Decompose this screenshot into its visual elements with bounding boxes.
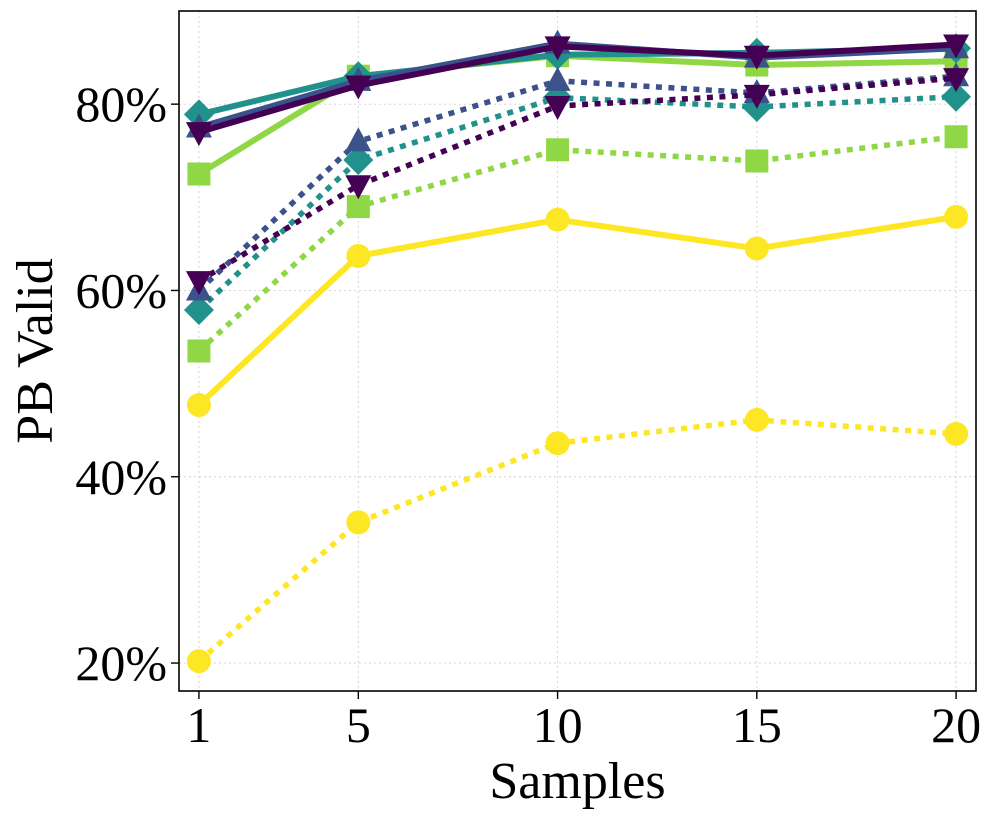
data-point-triangle-down-solid (345, 75, 372, 100)
data-point-square-dotted (346, 195, 370, 219)
data-point-triangle-down-solid (185, 122, 212, 147)
data-point-circle-solid (944, 204, 969, 229)
x-axis-title: Samples (489, 753, 665, 810)
data-point-circle-dotted (744, 407, 769, 432)
y-tick-label: 20% (75, 635, 167, 691)
series-line-diamond-dotted (197, 93, 957, 313)
series-triangle-down-dotted (185, 68, 970, 296)
data-point-triangle-down-solid (544, 36, 571, 61)
data-point-circle-solid (744, 236, 769, 261)
data-point-circle-solid (346, 243, 371, 268)
series-line-square-solid (197, 52, 957, 177)
data-point-diamond-dotted (941, 81, 972, 112)
series-layer (183, 29, 972, 674)
data-point-triangle-down-solid (943, 34, 970, 59)
x-tick-label: 20 (931, 697, 981, 753)
series-square-dotted (187, 125, 968, 363)
series-square-solid (187, 44, 968, 186)
x-tick-label: 5 (346, 697, 371, 753)
data-point-diamond-dotted (183, 295, 214, 326)
data-point-triangle-down-dotted (544, 96, 571, 121)
data-point-circle-solid (186, 393, 211, 418)
series-triangle-down-solid (185, 34, 970, 147)
data-point-square-dotted (546, 138, 570, 162)
series-line-triangle-up-dotted (197, 73, 957, 293)
data-point-triangle-down-dotted (943, 68, 970, 93)
data-point-triangle-up-dotted (544, 66, 571, 91)
y-tick-label: 60% (75, 262, 167, 318)
data-point-triangle-down-dotted (185, 271, 212, 296)
series-diamond-dotted (183, 81, 972, 326)
data-point-triangle-down-dotted (345, 175, 372, 200)
x-tick-label: 10 (533, 697, 583, 753)
series-circle-dotted (186, 407, 969, 674)
data-point-circle-dotted (346, 510, 371, 535)
data-point-square-dotted (745, 149, 769, 173)
data-point-square-solid (187, 162, 211, 186)
y-tick-label: 40% (75, 449, 167, 505)
data-point-diamond-dotted (343, 145, 374, 176)
y-tick-label: 80% (75, 76, 167, 132)
x-tick-label: 1 (186, 697, 211, 753)
series-line-square-dotted (197, 134, 957, 354)
y-axis-title: PB Valid (7, 258, 64, 443)
data-point-square-dotted (944, 125, 968, 149)
x-tick-label: 15 (732, 697, 782, 753)
series-circle-solid (186, 204, 969, 418)
data-point-triangle-down-solid (743, 45, 770, 70)
data-point-triangle-down-dotted (743, 84, 770, 109)
data-point-circle-dotted (545, 431, 570, 456)
series-line-circle-dotted (197, 417, 957, 664)
data-point-circle-dotted (944, 421, 969, 446)
data-point-circle-dotted (186, 649, 211, 674)
data-point-circle-solid (545, 207, 570, 232)
data-point-triangle-up-dotted (345, 127, 372, 152)
data-point-square-dotted (187, 339, 211, 363)
plot-frame (178, 10, 977, 692)
